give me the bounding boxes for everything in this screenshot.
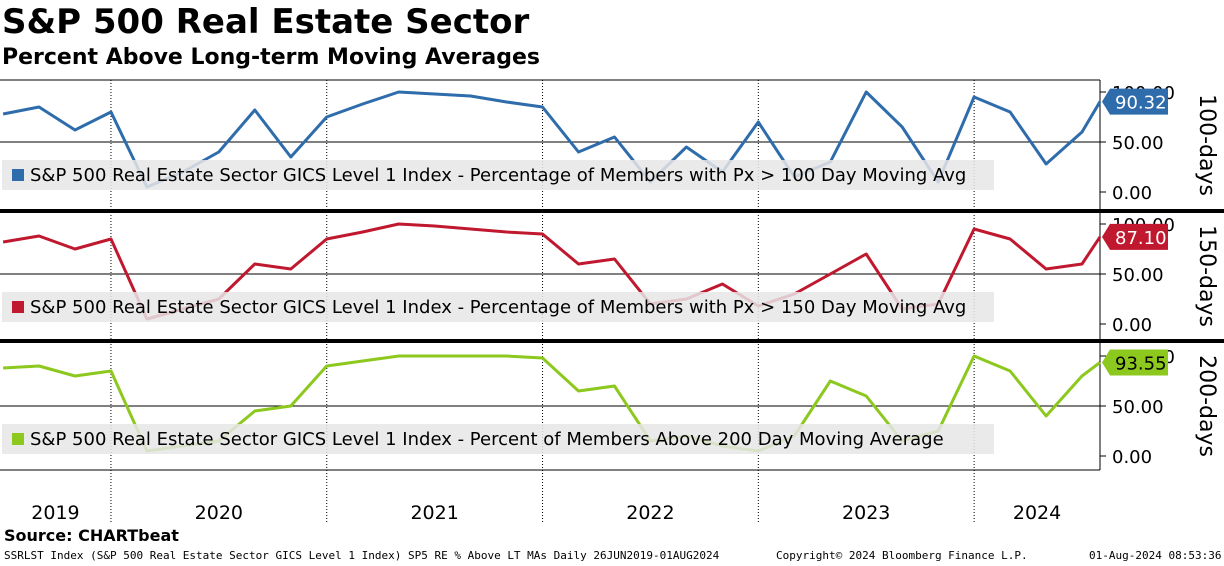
last-value-marker xyxy=(1102,223,1168,250)
legend-box xyxy=(2,160,994,190)
legend-label: S&P 500 Real Estate Sector GICS Level 1 … xyxy=(30,429,944,450)
legend: S&P 500 Real Estate Sector GICS Level 1 … xyxy=(2,160,994,190)
x-tick-label: 2021 xyxy=(410,502,458,524)
source-note: Source: CHARTbeat xyxy=(4,526,179,545)
y-tick-label: 0.00 xyxy=(1112,183,1152,204)
legend-label: S&P 500 Real Estate Sector GICS Level 1 … xyxy=(30,165,966,186)
panel-separator xyxy=(0,209,1224,213)
footer-description: SSRLST Index (S&P 500 Real Estate Sector… xyxy=(4,549,720,562)
last-value-tag: 87.10 xyxy=(1102,223,1168,250)
legend-box xyxy=(2,424,994,454)
last-value-label: 90.32 xyxy=(1115,93,1167,114)
y-tick-label: 0.00 xyxy=(1112,447,1152,468)
panel-150-days: 100.0050.000.00S&P 500 Real Estate Secto… xyxy=(0,211,1219,340)
footer-timestamp: 01-Aug-2024 08:53:36 xyxy=(1089,549,1222,562)
last-value-marker xyxy=(1102,88,1168,115)
panel-separator xyxy=(0,339,1224,343)
legend-swatch xyxy=(12,433,24,445)
y-tick-label: 50.00 xyxy=(1112,265,1164,286)
chart-title: S&P 500 Real Estate Sector xyxy=(2,2,530,42)
legend-swatch xyxy=(12,169,24,181)
legend: S&P 500 Real Estate Sector GICS Level 1 … xyxy=(2,292,994,322)
x-tick-label: 2020 xyxy=(195,502,243,524)
legend-box xyxy=(2,292,994,322)
x-tick-label: 2024 xyxy=(1013,502,1061,524)
y-tick-label: 0.00 xyxy=(1112,315,1152,336)
chart-subtitle: Percent Above Long-term Moving Averages xyxy=(2,45,540,70)
footer-copyright: Copyright© 2024 Bloomberg Finance L.P. xyxy=(776,549,1028,562)
y-tick-label: 50.00 xyxy=(1112,133,1164,154)
last-value-label: 87.10 xyxy=(1115,228,1167,249)
last-value-label: 93.55 xyxy=(1115,353,1167,374)
panel-label: 100-days xyxy=(1194,94,1219,196)
legend: S&P 500 Real Estate Sector GICS Level 1 … xyxy=(2,424,994,454)
panel-label: 200-days xyxy=(1194,355,1219,457)
x-tick-label: 2023 xyxy=(842,502,890,524)
panel-label: 150-days xyxy=(1194,225,1219,327)
x-tick-label: 2019 xyxy=(31,502,79,524)
panel-200-days: 100.0050.000.00S&P 500 Real Estate Secto… xyxy=(0,341,1219,470)
legend-swatch xyxy=(12,301,24,313)
legend-label: S&P 500 Real Estate Sector GICS Level 1 … xyxy=(30,297,966,318)
last-value-tag: 90.32 xyxy=(1102,88,1168,115)
x-tick-label: 2022 xyxy=(626,502,674,524)
panel-100-days: 100.0050.000.00S&P 500 Real Estate Secto… xyxy=(0,79,1219,210)
last-value-tag: 93.55 xyxy=(1102,349,1168,376)
y-tick-label: 50.00 xyxy=(1112,397,1164,418)
last-value-marker xyxy=(1102,349,1168,376)
